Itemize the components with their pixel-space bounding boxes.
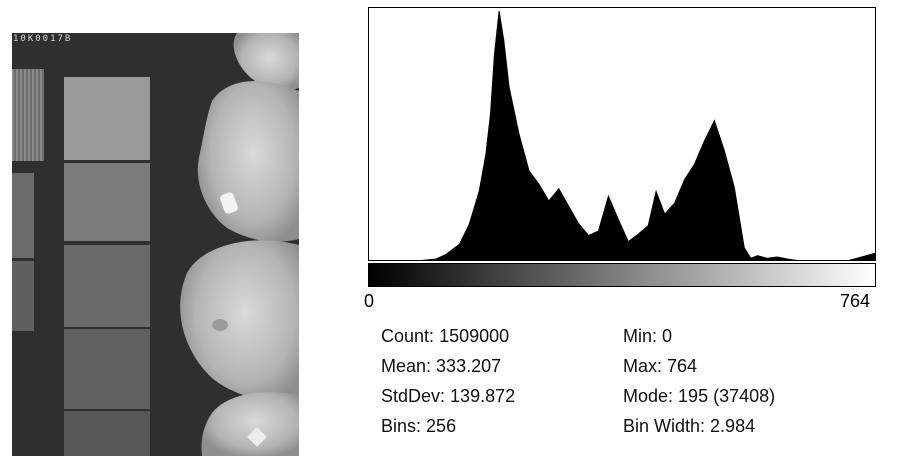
stat-mode-label: Mode: [623, 386, 674, 406]
histogram-plot [368, 7, 876, 261]
stat-mode: Mode: 195 (37408) [623, 386, 775, 407]
stat-min-value: 0 [662, 326, 673, 346]
radiograph-image [12, 33, 299, 456]
stat-count-value: 1509000 [439, 326, 510, 346]
step-wedge-fine-dots [12, 69, 44, 161]
histogram-area [421, 10, 875, 260]
stat-mean: Mean: 333.207 [381, 356, 501, 377]
step-wedge-right-1 [64, 77, 150, 160]
stat-count-label: Count: [381, 326, 435, 346]
stat-min-label: Min: [623, 326, 658, 346]
stat-stddev-label: StdDev: [381, 386, 446, 406]
histogram-svg [421, 10, 875, 260]
step-wedge-right-4 [64, 329, 150, 409]
step-wedge-right-2 [64, 163, 150, 241]
stat-bin-width: Bin Width: 2.984 [623, 416, 755, 437]
stat-bins-value: 256 [426, 416, 457, 436]
axis-max-label: 764 [840, 291, 871, 311]
stat-bin-width-value: 2.984 [710, 416, 756, 436]
stat-max-value: 764 [667, 356, 698, 376]
stat-max: Max: 764 [623, 356, 697, 377]
step-wedge-right-3 [64, 245, 150, 327]
step-wedge-left-1 [12, 173, 34, 258]
stat-mean-label: Mean: [381, 356, 432, 376]
stat-stddev-value: 139.872 [450, 386, 516, 406]
stat-bins: Bins: 256 [381, 416, 456, 437]
axis-min-label: 0 [364, 291, 375, 311]
step-wedge-left-2 [12, 261, 34, 331]
stat-min: Min: 0 [623, 326, 672, 347]
step-wedge-right-5 [64, 411, 150, 456]
image-id-label: 10K0017B [13, 34, 73, 44]
stat-max-label: Max: [623, 356, 663, 376]
grayscale-lut-bar [368, 263, 876, 287]
stat-mode-value: 195 (37408) [678, 386, 776, 406]
stat-mean-value: 333.207 [436, 356, 502, 376]
stat-bins-label: Bins: [381, 416, 422, 436]
stat-bin-width-label: Bin Width: [623, 416, 706, 436]
stat-count: Count: 1509000 [381, 326, 509, 347]
stat-stddev: StdDev: 139.872 [381, 386, 515, 407]
teeth-silhouette [180, 33, 299, 456]
